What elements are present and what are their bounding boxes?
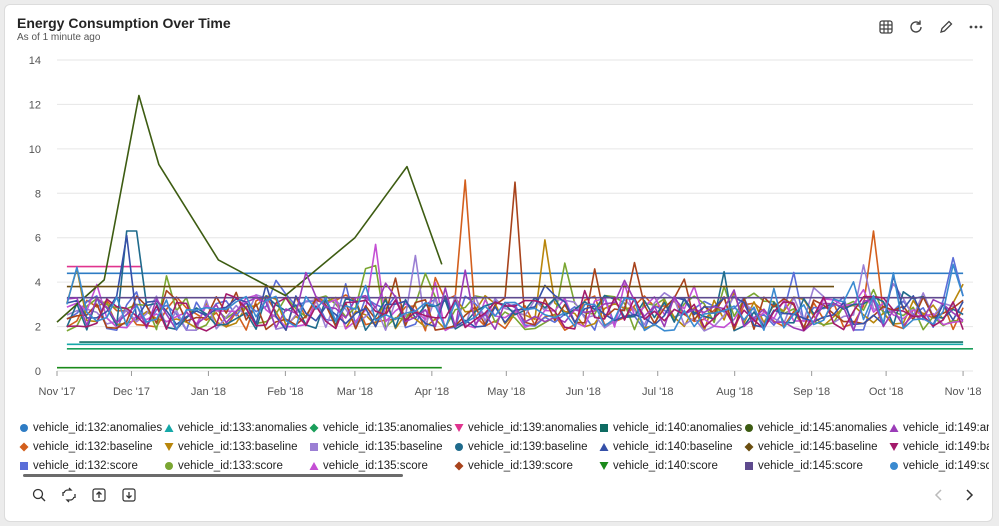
legend-label: vehicle_id:140:score bbox=[613, 459, 718, 472]
legend-label: vehicle_id:133:score bbox=[178, 459, 283, 472]
line-chart: 0 2 4 6 8 10 12 14 Nov '17 Dec '17 Jan '18 Feb '18 M… bbox=[29, 55, 982, 398]
legend-label: vehicle_id:139:score bbox=[468, 459, 573, 472]
legend-pagination bbox=[930, 485, 978, 505]
series-line bbox=[66, 263, 964, 332]
x-tick-label: Feb '18 bbox=[267, 386, 303, 398]
chart-bottom-toolbar bbox=[29, 485, 139, 505]
legend-row: vehicle_id:132:score vehicle_id:133:score… bbox=[19, 456, 989, 475]
legend-item[interactable]: vehicle_id:132:score bbox=[19, 460, 164, 472]
more-icon[interactable] bbox=[966, 17, 986, 37]
legend-row: vehicle_id:132:baseline vehicle_id:133:ba… bbox=[19, 437, 989, 456]
legend-label: vehicle_id:139:baseline bbox=[468, 440, 588, 453]
y-tick-label: 10 bbox=[29, 144, 41, 156]
x-tick-label: Jun '18 bbox=[566, 386, 601, 398]
series-line bbox=[66, 256, 964, 332]
legend-item[interactable]: vehicle_id:139:baseline bbox=[454, 441, 599, 453]
legend-label: vehicle_id:135:anomalies bbox=[323, 421, 453, 434]
legend-item[interactable]: vehicle_id:149:baseline bbox=[889, 441, 989, 453]
x-tick-label: Jul '18 bbox=[642, 386, 673, 398]
legend-item[interactable]: vehicle_id:149:anomalies bbox=[889, 422, 989, 434]
legend-label: vehicle_id:132:anomalies bbox=[33, 421, 163, 434]
legend-item[interactable]: vehicle_id:135:score bbox=[309, 460, 454, 472]
x-tick-label: Dec '17 bbox=[113, 386, 150, 398]
legend-item[interactable]: vehicle_id:145:score bbox=[744, 460, 889, 472]
legend-label: vehicle_id:133:anomalies bbox=[178, 421, 308, 434]
legend-item[interactable]: vehicle_id:149:score bbox=[889, 460, 989, 472]
legend-item[interactable]: vehicle_id:145:anomalies bbox=[744, 422, 889, 434]
x-tick-label: Nov '18 bbox=[945, 386, 982, 398]
y-tick-label: 14 bbox=[29, 55, 41, 67]
legend-row: vehicle_id:132:anomalies vehicle_id:133:a… bbox=[19, 418, 989, 437]
legend-label: vehicle_id:149:baseline bbox=[903, 440, 989, 453]
legend-label: vehicle_id:140:baseline bbox=[613, 440, 733, 453]
x-tick-label: Sep '18 bbox=[793, 386, 830, 398]
edit-icon[interactable] bbox=[936, 17, 956, 37]
y-tick-label: 4 bbox=[35, 277, 41, 289]
legend-label: vehicle_id:140:anomalies bbox=[613, 421, 743, 434]
x-tick-label: Jan '18 bbox=[191, 386, 226, 398]
table-icon[interactable] bbox=[876, 17, 896, 37]
legend-item[interactable]: vehicle_id:135:baseline bbox=[309, 441, 454, 453]
legend-label: vehicle_id:132:score bbox=[33, 459, 138, 472]
x-tick-label: Mar '18 bbox=[337, 386, 373, 398]
legend-label: vehicle_id:145:anomalies bbox=[758, 421, 888, 434]
legend: vehicle_id:132:anomalies vehicle_id:133:a… bbox=[19, 418, 989, 476]
legend-label: vehicle_id:145:baseline bbox=[758, 440, 878, 453]
x-tick-label: May '18 bbox=[487, 386, 525, 398]
x-tick-label: Oct '18 bbox=[869, 386, 904, 398]
series-line bbox=[66, 269, 964, 332]
y-tick-label: 12 bbox=[29, 99, 41, 111]
legend-item[interactable]: vehicle_id:140:anomalies bbox=[599, 422, 744, 434]
x-tick-label: Nov '17 bbox=[39, 386, 76, 398]
legend-label: vehicle_id:139:anomalies bbox=[468, 421, 598, 434]
y-tick-label: 0 bbox=[35, 366, 41, 378]
legend-item[interactable]: vehicle_id:139:anomalies bbox=[454, 422, 599, 434]
series-line bbox=[66, 289, 964, 332]
legend-item[interactable]: vehicle_id:133:score bbox=[164, 460, 309, 472]
legend-item[interactable]: vehicle_id:140:score bbox=[599, 460, 744, 472]
zoom-icon[interactable] bbox=[29, 485, 49, 505]
legend-item[interactable]: vehicle_id:132:anomalies bbox=[19, 422, 164, 434]
chart-toolbar bbox=[876, 17, 986, 37]
legend-item[interactable]: vehicle_id:135:anomalies bbox=[309, 422, 454, 434]
legend-item[interactable]: vehicle_id:133:anomalies bbox=[164, 422, 309, 434]
refresh-icon[interactable] bbox=[906, 17, 926, 37]
y-tick-label: 2 bbox=[35, 322, 41, 334]
chart-card: Energy Consumption Over Time As of 1 min… bbox=[4, 4, 993, 522]
legend-label: vehicle_id:135:score bbox=[323, 459, 428, 472]
legend-item[interactable]: vehicle_id:133:baseline bbox=[164, 441, 309, 453]
y-tick-label: 8 bbox=[35, 188, 41, 200]
legend-label: vehicle_id:145:score bbox=[758, 459, 863, 472]
legend-item[interactable]: vehicle_id:139:score bbox=[454, 460, 599, 472]
upload-icon[interactable] bbox=[89, 485, 109, 505]
loop-icon[interactable] bbox=[59, 485, 79, 505]
legend-label: vehicle_id:149:score bbox=[903, 459, 989, 472]
legend-item[interactable]: vehicle_id:132:baseline bbox=[19, 441, 164, 453]
legend-scrollbar[interactable] bbox=[23, 474, 403, 477]
legend-label: vehicle_id:132:baseline bbox=[33, 440, 153, 453]
download-icon[interactable] bbox=[119, 485, 139, 505]
legend-label: vehicle_id:149:anomalies bbox=[903, 421, 989, 434]
chart-subtitle: As of 1 minute ago bbox=[17, 32, 101, 43]
legend-item[interactable]: vehicle_id:140:baseline bbox=[599, 441, 744, 453]
series-line bbox=[56, 94, 443, 323]
x-tick-label: Apr '18 bbox=[415, 386, 450, 398]
chart-title: Energy Consumption Over Time bbox=[17, 15, 231, 31]
x-tick-label: Aug '18 bbox=[716, 386, 753, 398]
legend-label: vehicle_id:135:baseline bbox=[323, 440, 443, 453]
prev-page-icon[interactable] bbox=[930, 485, 948, 505]
next-page-icon[interactable] bbox=[960, 485, 978, 505]
y-tick-label: 6 bbox=[35, 233, 41, 245]
series-line bbox=[66, 181, 964, 331]
legend-label: vehicle_id:133:baseline bbox=[178, 440, 298, 453]
legend-item[interactable]: vehicle_id:145:baseline bbox=[744, 441, 889, 453]
